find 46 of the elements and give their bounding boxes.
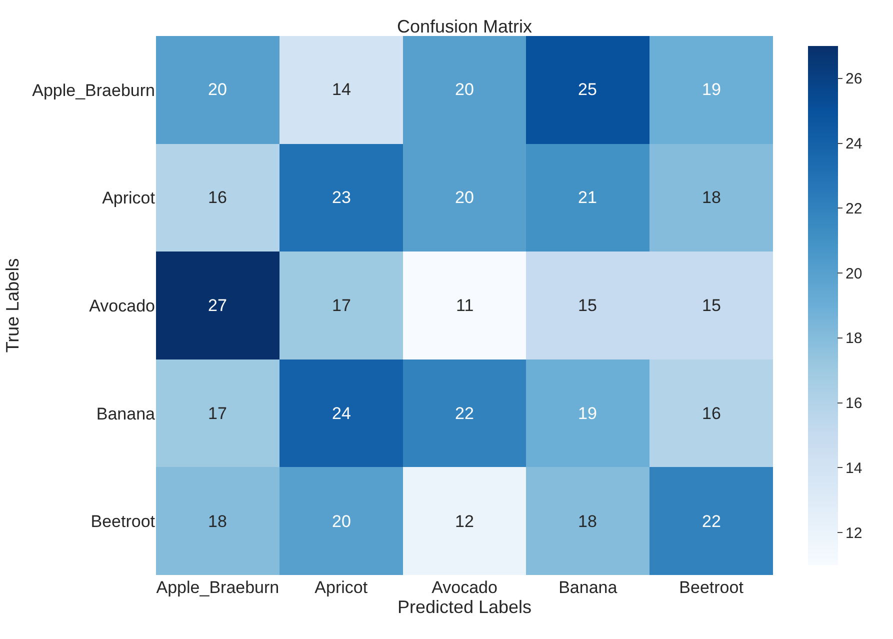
- x-tick-label: Banana: [558, 578, 618, 597]
- data-label: 20: [208, 80, 227, 99]
- data-label: 17: [208, 404, 227, 423]
- y-tick-label: Beetroot: [90, 512, 156, 532]
- data-label: 11: [456, 296, 474, 315]
- data-label: 19: [578, 404, 597, 423]
- color-bar-label: 24: [846, 136, 862, 153]
- data-label: 15: [702, 296, 721, 315]
- data-label: 18: [578, 512, 597, 531]
- color-bar-label: 18: [846, 330, 862, 348]
- data-label: 22: [455, 404, 474, 423]
- data-label: 20: [455, 80, 474, 99]
- y-tick-label: Avocado: [89, 296, 155, 316]
- color-bar-label: 22: [846, 200, 862, 218]
- data-label: 17: [332, 296, 351, 315]
- color-bar-label: 26: [846, 70, 862, 88]
- color-bar-label: 12: [846, 524, 862, 542]
- data-label: 14: [332, 80, 351, 99]
- y-tick-label: Apple_Braeburn: [32, 80, 155, 100]
- data-label: 16: [208, 188, 227, 207]
- x-axis-title: Predicted Labels: [397, 597, 532, 617]
- x-tick-label: Apricot: [314, 578, 368, 597]
- data-label: 19: [702, 80, 721, 99]
- color-bar-label: 14: [846, 460, 862, 477]
- data-label: 24: [332, 404, 351, 423]
- y-axis-title: True Labels: [2, 258, 22, 353]
- data-label: 21: [578, 188, 597, 207]
- data-label: 23: [332, 188, 351, 207]
- x-tick-label: Avocado: [432, 578, 498, 597]
- data-label: 12: [455, 512, 474, 531]
- data-label: 15: [578, 296, 597, 315]
- color-bar-label: 20: [846, 265, 862, 282]
- x-tick-label: Apple_Braeburn: [156, 578, 280, 597]
- data-label: 16: [702, 404, 721, 423]
- y-tick-label: Apricot: [102, 188, 156, 208]
- data-label: 20: [332, 512, 351, 531]
- color-bar-label: 16: [846, 395, 862, 412]
- data-label: 18: [208, 512, 227, 531]
- data-label: 22: [702, 512, 721, 531]
- data-label: 27: [208, 296, 227, 315]
- data-label: 20: [455, 188, 474, 207]
- data-label: 18: [702, 188, 721, 207]
- chart-title: Confusion Matrix: [396, 16, 532, 37]
- data-label: 25: [578, 80, 597, 99]
- y-tick-label: Banana: [96, 404, 156, 424]
- x-tick-label: Beetroot: [679, 578, 744, 597]
